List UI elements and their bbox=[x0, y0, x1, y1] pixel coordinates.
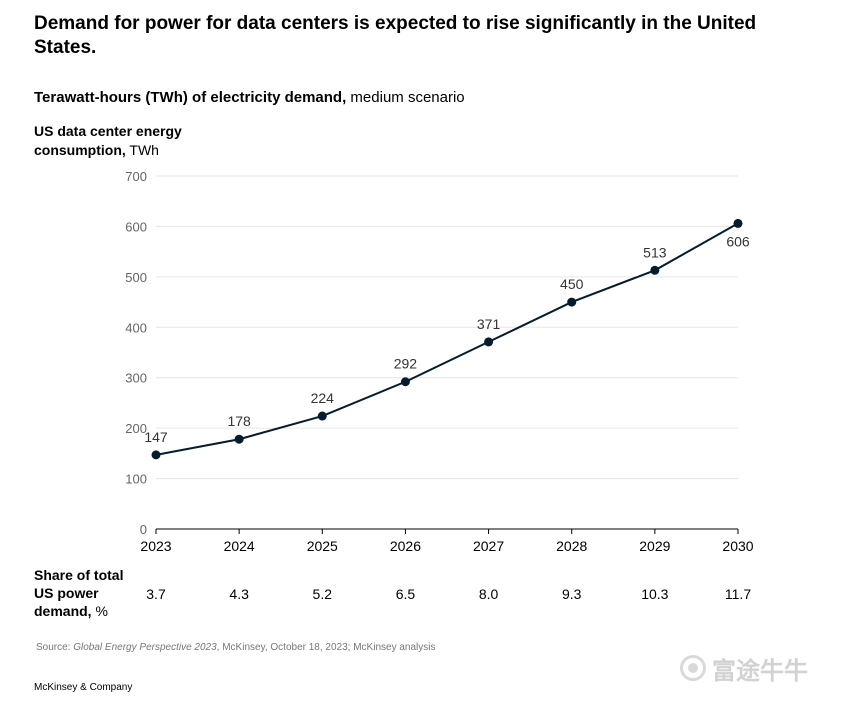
x-tick-label: 2029 bbox=[639, 538, 670, 554]
x-tick-label: 2025 bbox=[307, 538, 338, 554]
y-tick-label: 300 bbox=[125, 371, 147, 386]
share-value: 8.0 bbox=[478, 586, 499, 602]
data-label: 606 bbox=[726, 233, 750, 249]
share-label-bold: Share of total US power demand, bbox=[34, 567, 124, 619]
y-axis-label: US data center energy consumption, TWh bbox=[34, 122, 234, 160]
y-tick-label: 200 bbox=[125, 421, 147, 436]
chart-title: Demand for power for data centers is exp… bbox=[34, 13, 757, 58]
data-label: 147 bbox=[144, 429, 168, 445]
data-label: 371 bbox=[477, 316, 501, 332]
watermark: 富途牛牛 bbox=[680, 652, 808, 685]
share-values-row: 3.7 4.3 5.2 6.5 8.0 9.3 10.3 11.7 bbox=[0, 586, 860, 606]
series-line bbox=[155, 222, 739, 456]
share-row-label: Share of total US power demand, % bbox=[34, 566, 144, 620]
y-axis-label-bold: US data center energy consumption, bbox=[34, 123, 182, 158]
footer-brand: McKinsey & Company bbox=[34, 682, 133, 693]
y-tick-label: 500 bbox=[125, 270, 147, 285]
y-tick-label: 400 bbox=[125, 320, 147, 335]
share-value: 10.3 bbox=[641, 586, 669, 602]
source-italic: Global Energy Perspective 2023 bbox=[73, 642, 217, 653]
source-rest: , McKinsey, October 18, 2023; McKinsey a… bbox=[216, 642, 436, 653]
share-value: 6.5 bbox=[395, 586, 416, 602]
source-prefix: Source: bbox=[36, 642, 74, 653]
data-point bbox=[317, 411, 327, 421]
subtitle-regular: medium scenario bbox=[346, 89, 465, 106]
x-tick-label: 2026 bbox=[390, 538, 421, 554]
x-tick-label: 2027 bbox=[473, 538, 504, 554]
y-tick-label: 0 bbox=[140, 522, 147, 537]
line-chart: 0 100 200 300 400 500 600 700 2023 2024 2025 2026 20… bbox=[125, 169, 753, 554]
data-point bbox=[151, 450, 161, 460]
data-point bbox=[400, 377, 410, 387]
share-value: 9.3 bbox=[561, 586, 582, 602]
y-tick-label: 600 bbox=[125, 219, 147, 234]
data-point bbox=[733, 218, 743, 228]
data-label: 450 bbox=[560, 276, 584, 292]
data-point bbox=[484, 337, 494, 347]
y-axis-label-unit: TWh bbox=[125, 142, 159, 158]
y-tick-label: 100 bbox=[125, 472, 147, 487]
data-point bbox=[234, 434, 244, 444]
source-note: Source: Global Energy Perspective 2023, … bbox=[36, 642, 435, 653]
share-value: 3.7 bbox=[146, 586, 166, 602]
data-label: 513 bbox=[643, 244, 667, 260]
data-label: 224 bbox=[311, 390, 335, 406]
data-point bbox=[650, 265, 660, 275]
share-value: 11.7 bbox=[724, 586, 752, 602]
watermark-logo-icon bbox=[680, 655, 706, 681]
y-tick-label: 700 bbox=[125, 169, 147, 184]
x-tick-label: 2023 bbox=[140, 538, 171, 554]
chart-subtitle: Terawatt-hours (TWh) of electricity dema… bbox=[34, 88, 465, 108]
share-value: 5.2 bbox=[312, 586, 333, 602]
x-tick-label: 2024 bbox=[224, 538, 255, 554]
data-label: 178 bbox=[227, 413, 251, 429]
data-label: 292 bbox=[394, 356, 418, 372]
x-tick-label: 2030 bbox=[722, 538, 753, 554]
x-tick-label: 2028 bbox=[556, 538, 587, 554]
data-point bbox=[567, 297, 577, 307]
subtitle-bold: Terawatt-hours (TWh) of electricity dema… bbox=[34, 89, 347, 106]
share-label-unit: % bbox=[91, 603, 108, 619]
share-value: 4.3 bbox=[229, 586, 249, 602]
watermark-text: 富途牛牛 bbox=[712, 656, 808, 685]
